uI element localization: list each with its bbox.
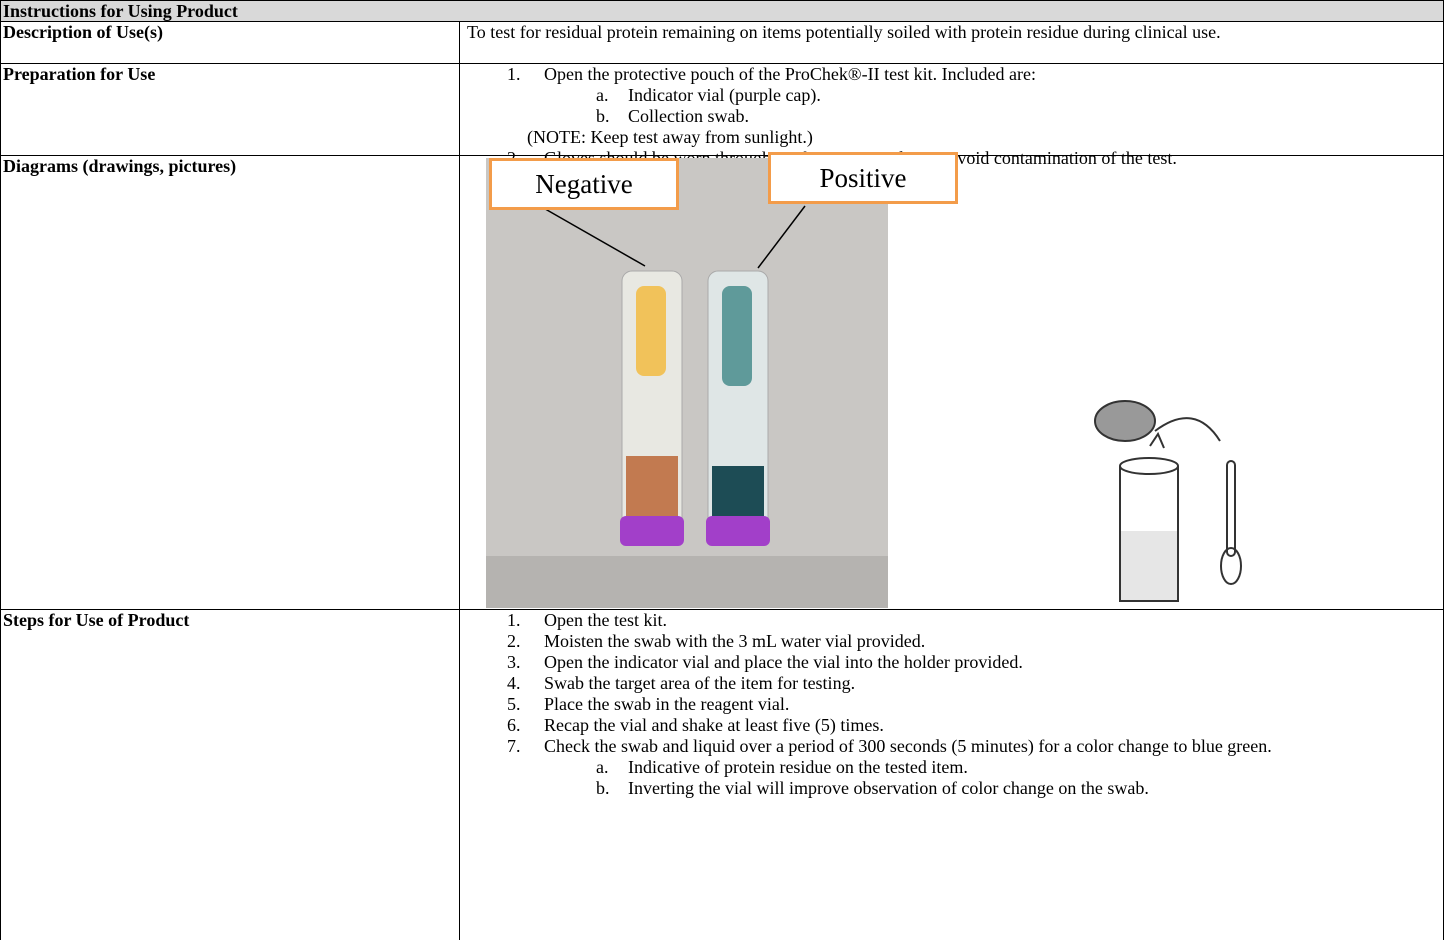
list-item: 4. Swab the target area of the item for t…	[467, 673, 1403, 694]
vial-positive-swab	[722, 286, 752, 386]
photo-label: Negative	[489, 158, 679, 210]
list-text: Open the indicator vial and place the vi…	[544, 652, 1023, 672]
list-marker: 2.	[507, 631, 521, 651]
row-label: Diagrams (drawings, pictures)	[1, 156, 460, 609]
vial-positive-liquid	[712, 466, 764, 516]
sub-item: b. Collection swab.	[467, 106, 1403, 127]
row-content: Negative Positive	[460, 152, 1443, 609]
photo	[486, 158, 888, 608]
table-row: Preparation for Use 1. Open the protectiv…	[0, 63, 1444, 168]
list-text: Indicator vial (purple cap).	[628, 85, 821, 105]
list-marker: 4.	[507, 673, 521, 693]
list-marker: 6.	[507, 715, 521, 735]
list-item: 5. Place the swab in the reagent vial.	[467, 694, 1403, 715]
list-marker: 1.	[507, 610, 521, 630]
list-marker: a.	[596, 85, 609, 105]
vial-positive-cap	[706, 516, 770, 546]
list-text: Swab the target area of the item for tes…	[544, 673, 856, 693]
vial-negative-liquid	[626, 456, 678, 516]
list-marker: 1.	[507, 64, 521, 84]
row-content: To test for residual protein remaining o…	[467, 22, 1221, 42]
list-text: Open the protective pouch of the ProChek…	[544, 64, 1037, 84]
sub-item: a. Indicative of protein residue on the t…	[467, 757, 1403, 778]
list-note: (NOTE: Keep test away from sunlight.)	[527, 127, 813, 147]
list-marker: b.	[596, 106, 610, 126]
list-marker: 3.	[507, 652, 521, 672]
row-content: 1. Open the protective pouch of the ProCh…	[460, 64, 1443, 168]
list-text: Collection swab.	[628, 106, 749, 126]
vial-negative-swab	[636, 286, 666, 376]
header-row: Instructions for Using Product	[0, 0, 1444, 21]
diagram-art	[486, 158, 1242, 608]
list-marker: a.	[596, 757, 609, 777]
header-title: Instructions for Using Product	[3, 1, 238, 21]
sub-item: a. Indicator vial (purple cap).	[467, 85, 1403, 106]
row-content: 1. Open the test kit. 2. Moisten the swab w…	[460, 610, 1443, 940]
row-label: Preparation for Use	[1, 64, 460, 155]
list-text: Inverting the vial will improve observat…	[628, 778, 1149, 798]
list-text: Check the swab and liquid over a period …	[544, 736, 1272, 756]
list-item: 3. Open the indicator vial and place the …	[467, 652, 1403, 673]
list-text: Open the test kit.	[544, 610, 667, 630]
list-marker: b.	[596, 778, 610, 798]
arrow	[539, 205, 646, 267]
table-row: Diagrams (drawings, pictures)	[0, 152, 1444, 609]
list-item: 2. Moisten the swab with the 3 mL water v…	[467, 631, 1403, 652]
list-text: Place the swab in the reagent vial.	[544, 694, 790, 714]
photo-label: Positive	[768, 152, 958, 204]
list-marker: 7.	[507, 736, 521, 756]
sub-item: b. Inverting the vial will improve observ…	[467, 778, 1403, 799]
list-item: 1. Open the test kit.	[467, 610, 1403, 631]
vial-negative-cap	[620, 516, 684, 546]
list-text: Moisten the swab with the 3 mL water via…	[544, 631, 926, 651]
list-text: Recap the vial and shake at least five (…	[544, 715, 884, 735]
list-text: Indicative of protein residue on the tes…	[628, 757, 968, 777]
list-marker: 5.	[507, 694, 521, 714]
list-item: 7. Check the swab and liquid over a perio…	[467, 736, 1403, 757]
list-item: 1. Open the protective pouch of the ProCh…	[467, 64, 1403, 85]
table-row: Steps for Use of Product 1. Open the test…	[0, 609, 1444, 940]
arrow	[757, 205, 806, 269]
list-item: 6. Recap the vial and shake at least five…	[467, 715, 1403, 736]
row-label: Description of Use(s)	[1, 22, 460, 63]
photo-counter	[486, 556, 888, 608]
kit-drawing	[1094, 400, 1242, 602]
table-row: Description of Use(s) To test for residu…	[0, 21, 1444, 63]
row-label: Steps for Use of Product	[1, 610, 460, 940]
